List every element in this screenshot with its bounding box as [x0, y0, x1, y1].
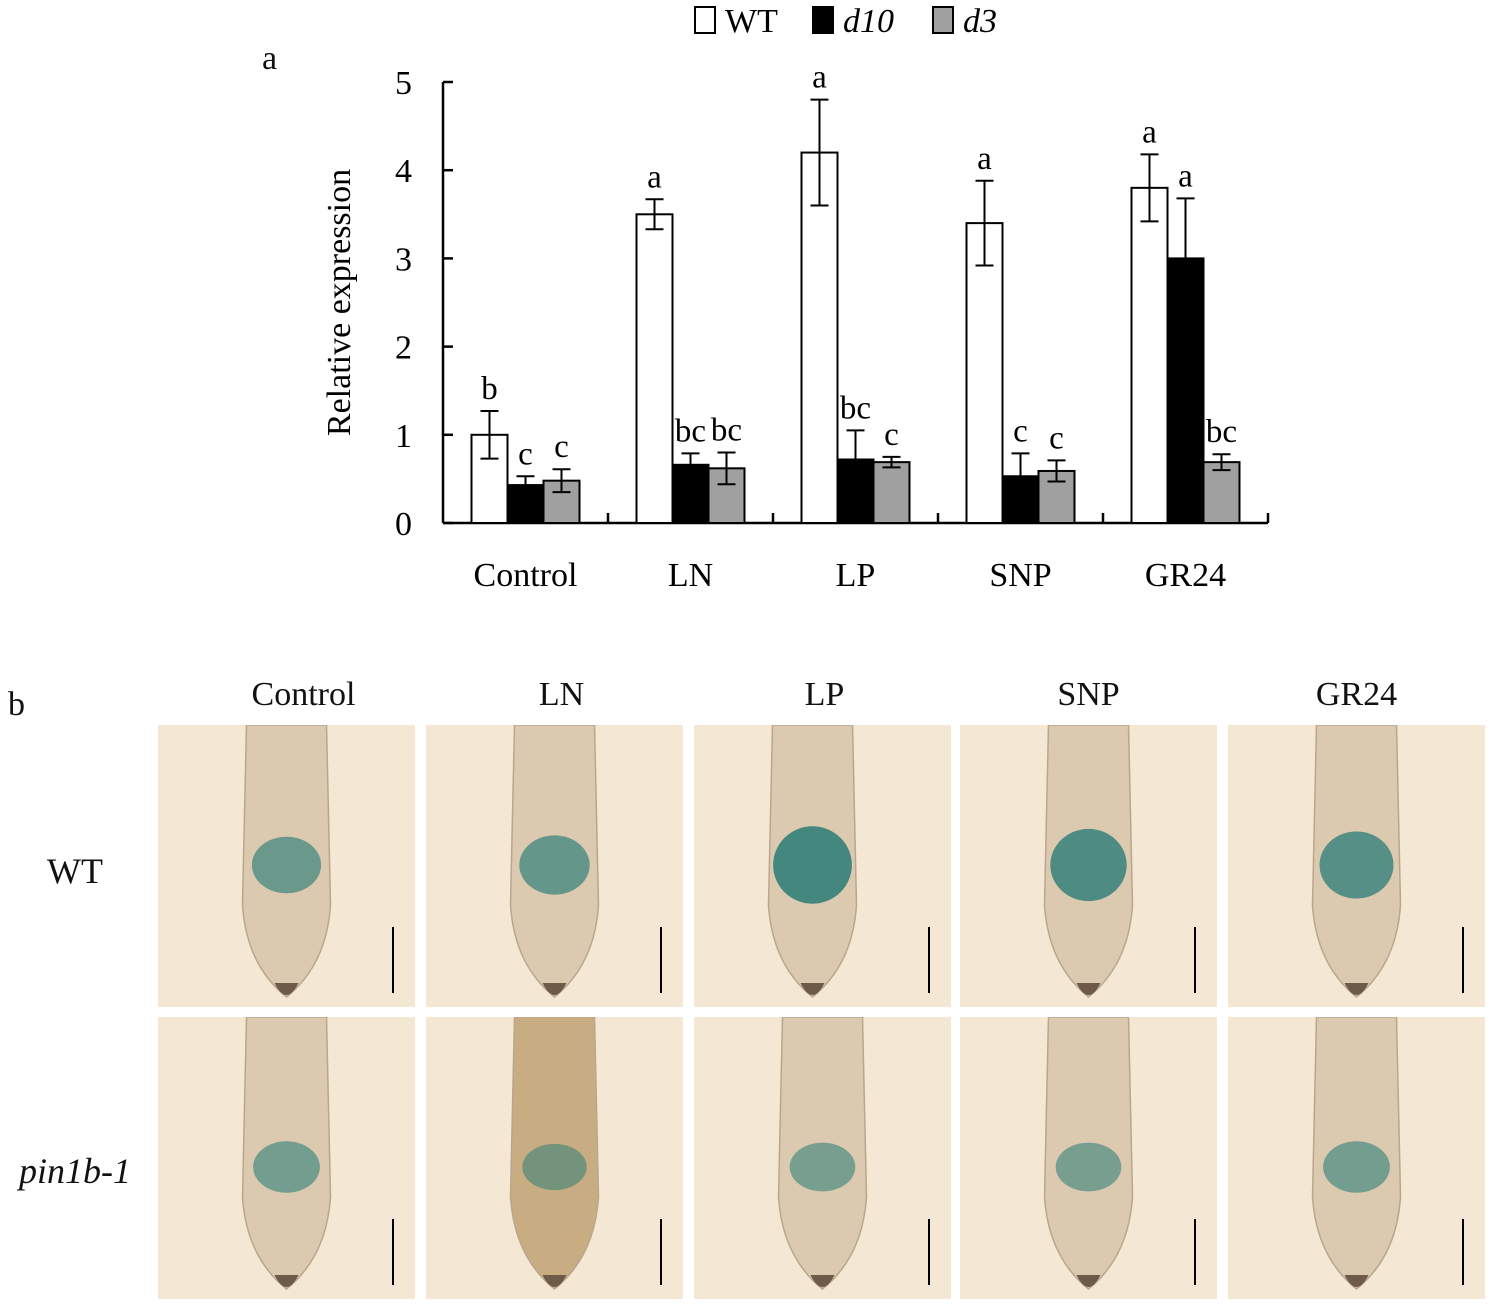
legend-swatch-d10: [812, 6, 834, 34]
y-tick-label: 3: [395, 241, 412, 278]
x-tick-label: SNP: [989, 557, 1051, 594]
legend-label-d3: d3: [963, 3, 997, 40]
panel-b-label: b: [8, 686, 25, 723]
column-label-lp: LP: [804, 676, 845, 713]
gus-stain: [789, 1142, 856, 1192]
root-cap: [1344, 983, 1369, 995]
significance-letter: c: [518, 436, 533, 472]
gus-stain: [522, 1143, 587, 1191]
significance-letter: a: [977, 141, 992, 177]
gus-stain: [1323, 1141, 1390, 1193]
significance-letter: bc: [675, 413, 706, 449]
bar-WT-LN: [635, 213, 674, 525]
root-cap: [800, 983, 825, 995]
significance-letter: bc: [840, 390, 871, 426]
legend-label-d10: d10: [843, 3, 894, 40]
root-image-pin1b-1-LP: [694, 1017, 951, 1299]
root-image-WT-Control: [158, 725, 415, 1007]
row-label-pin1b-1: pin1b-1: [19, 1151, 131, 1191]
significance-letter: c: [884, 417, 899, 453]
bar-WT-LP: [800, 151, 839, 524]
legend-label-WT: WT: [725, 3, 778, 40]
gus-stain: [1319, 831, 1394, 899]
bar-d3-LP: [872, 461, 911, 524]
bar-d3-GR24: [1202, 461, 1241, 524]
x-tick-label: LN: [668, 557, 713, 594]
root-cap: [274, 983, 299, 995]
legend-swatch-WT: [694, 6, 716, 34]
root-image-pin1b-1-Control: [158, 1017, 415, 1299]
panel-a-label: a: [262, 40, 278, 77]
root-cap: [542, 983, 567, 995]
significance-letter: bc: [711, 412, 742, 448]
significance-letter: bc: [1206, 414, 1237, 450]
column-label-ln: LN: [538, 676, 585, 713]
gus-stain: [251, 836, 322, 894]
root-cap: [810, 1275, 835, 1287]
gus-stain: [519, 835, 590, 895]
root-cap: [1076, 1275, 1101, 1287]
bar-WT-GR24: [1130, 186, 1169, 524]
gus-stain: [773, 826, 852, 904]
significance-letter: b: [481, 371, 498, 407]
significance-letter: a: [812, 60, 827, 96]
column-label-control: Control: [251, 676, 356, 713]
root-image-pin1b-1-SNP: [960, 1017, 1217, 1299]
column-label-snp: SNP: [1057, 676, 1120, 713]
root-image-WT-LP: [694, 725, 951, 1007]
root-cap: [1076, 983, 1101, 995]
x-tick-label: Control: [474, 557, 578, 594]
gus-stain: [1050, 828, 1127, 902]
root-image-WT-SNP: [960, 725, 1217, 1007]
row-label-wt: WT: [47, 851, 103, 891]
significance-letter: a: [1142, 114, 1157, 150]
column-label-gr24: GR24: [1315, 676, 1398, 713]
y-tick-label: 5: [395, 65, 412, 102]
root-image-WT-GR24: [1228, 725, 1485, 1007]
y-tick-label: 4: [395, 153, 412, 190]
gus-stain: [1055, 1142, 1122, 1192]
y-tick-label: 1: [395, 418, 412, 455]
gus-stain: [253, 1141, 320, 1193]
significance-letter: c: [554, 429, 569, 465]
legend-swatch-d3: [932, 6, 954, 34]
root-cap: [542, 1275, 567, 1287]
root-cap: [1344, 1275, 1369, 1287]
significance-letter: c: [1049, 420, 1064, 456]
y-axis-label: Relative expression: [321, 169, 358, 436]
significance-letter: c: [1013, 413, 1028, 449]
bar-WT-SNP: [965, 222, 1004, 524]
root-image-WT-LN: [426, 725, 683, 1007]
x-tick-label: GR24: [1145, 557, 1226, 594]
root-cap: [274, 1275, 299, 1287]
significance-letter: a: [647, 159, 662, 195]
root-image-pin1b-1-GR24: [1228, 1017, 1485, 1299]
bar-d3-Control: [542, 479, 581, 524]
y-tick-label: 2: [395, 330, 412, 367]
y-tick-label: 0: [395, 506, 412, 543]
x-tick-label: LP: [836, 557, 876, 594]
root-image-pin1b-1-LN: [426, 1017, 683, 1299]
significance-letter: a: [1178, 158, 1193, 194]
